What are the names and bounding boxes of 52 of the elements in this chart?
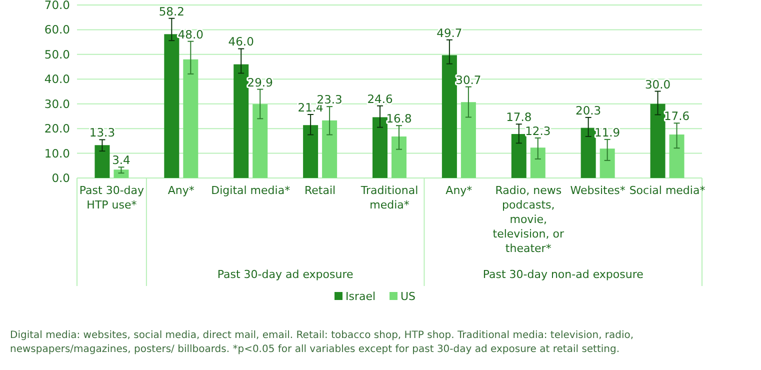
y-tick-label: 60.0 xyxy=(44,22,70,37)
bar xyxy=(530,148,546,178)
x-tick-label: Traditional media* xyxy=(360,184,418,212)
data-label: 12.3 xyxy=(525,124,551,138)
y-tick-label: 10.0 xyxy=(44,146,70,160)
data-label: 17.8 xyxy=(506,110,532,124)
bar xyxy=(114,170,129,178)
bar xyxy=(650,104,666,178)
bar xyxy=(94,145,110,178)
data-label: 58.2 xyxy=(158,4,184,18)
bar xyxy=(511,134,526,178)
bar xyxy=(234,64,249,178)
data-label: 16.8 xyxy=(386,112,412,126)
data-label: 48.0 xyxy=(178,27,204,42)
data-label: 49.7 xyxy=(436,26,462,40)
text: Digital media: websites, social media, direct mail, email. Retail: tobacco shop, HTP shop. Traditional media: television, radio, newspapers/magazines, posters/ billboards. *p<0.05 for all variables except for past 30-day ad exposure at retail setting. xyxy=(10,330,634,355)
x-tick-label: Any* xyxy=(446,184,473,197)
legend-label: US xyxy=(400,290,416,303)
x-tick-label: Websites* xyxy=(570,184,626,197)
x-tick-label: Past 30-day HTP use* xyxy=(79,184,145,212)
y-tick-label: 0.0 xyxy=(52,171,70,186)
bar xyxy=(322,120,338,178)
bar xyxy=(392,136,406,178)
data-label: 46.0 xyxy=(228,34,254,49)
bar xyxy=(600,148,615,178)
bar xyxy=(372,117,388,178)
data-label: 24.6 xyxy=(367,92,393,106)
data-label: 13.3 xyxy=(89,126,116,140)
x-tick-label: Social media* xyxy=(629,184,706,197)
x-tick-label: Radio, news podcasts, movie, television, or theater* xyxy=(492,184,564,255)
bar xyxy=(164,34,180,178)
x-tick-label: Digital media* xyxy=(211,184,291,197)
data-label: 20.3 xyxy=(576,103,602,118)
bar xyxy=(580,128,596,178)
x-tick-label: Retail xyxy=(304,184,336,197)
bar xyxy=(442,55,457,178)
y-tick-label: 70.0 xyxy=(44,0,70,12)
y-tick-label: 30.0 xyxy=(44,96,70,111)
text: Past 30-day ad exposure xyxy=(217,268,354,281)
bar xyxy=(252,104,268,178)
y-tick-label: 40.0 xyxy=(44,72,70,86)
data-label: 30.0 xyxy=(644,77,671,92)
y-tick-label: 50.0 xyxy=(44,47,70,62)
bar xyxy=(303,125,318,178)
legend-label: Israel xyxy=(346,290,376,303)
y-tick-label: 20.0 xyxy=(44,122,70,136)
text: Past 30-day non-ad exposure xyxy=(482,268,644,281)
bar xyxy=(183,59,198,178)
data-label: 3.4 xyxy=(112,153,130,168)
bar xyxy=(669,134,684,178)
x-tick-label: Any* xyxy=(168,184,195,197)
bar xyxy=(460,102,476,178)
